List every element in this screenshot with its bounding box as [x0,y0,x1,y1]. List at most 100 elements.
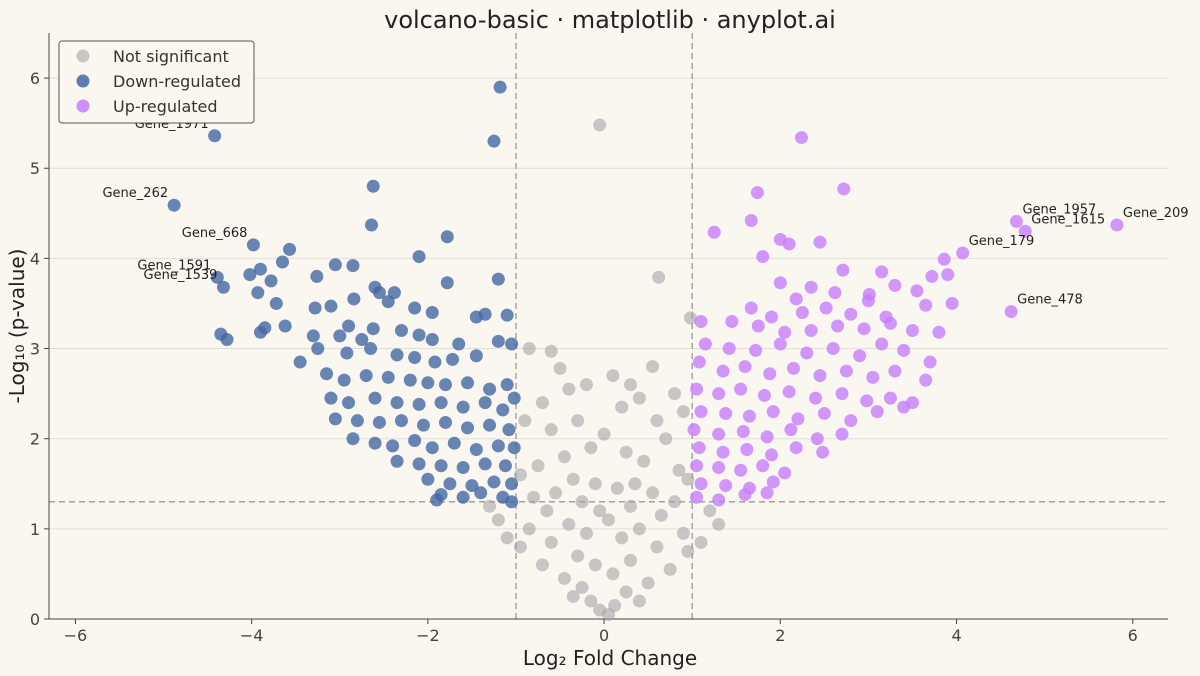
data-point [853,349,867,363]
data-point [861,294,875,308]
data-point [366,322,380,336]
data-point [925,269,939,283]
data-point [491,272,505,286]
data-point [722,342,736,356]
data-point [860,394,874,408]
data-point [602,607,615,621]
data-point [566,472,580,486]
data-point [593,504,607,518]
data-point [694,477,708,491]
data-point [597,427,611,441]
data-point [310,269,324,283]
data-point [368,391,382,405]
data-point [507,441,521,455]
data-point [500,531,514,545]
data-point [443,477,457,491]
x-tick-label: 0 [599,626,609,645]
data-point [690,490,704,504]
data-point [513,540,527,554]
gene-annotation: Gene_179 [969,234,1035,249]
data-point [381,295,395,309]
data-point [430,493,444,507]
data-point [813,369,827,383]
data-point [469,310,483,324]
data-point [773,337,787,351]
data-point [712,461,726,475]
data-point [694,314,708,328]
data-point [778,466,792,480]
data-point [408,433,422,447]
data-point [757,388,771,402]
data-point [683,311,697,325]
y-tick-label: 1 [30,520,40,539]
data-point [544,535,558,549]
data-point [283,242,297,256]
data-point [440,276,454,290]
data-point [535,558,549,572]
gene-annotation: Gene_262 [102,186,168,201]
data-point [804,324,818,338]
data-point [692,441,706,455]
data-point [681,544,695,558]
data-point [557,571,571,585]
data-point [750,186,764,200]
data-point [469,443,483,457]
gene-annotation: Gene_668 [182,226,248,241]
data-point [826,342,840,356]
data-point [888,364,902,378]
data-point [791,412,805,426]
data-point [765,310,779,324]
data-point [932,325,946,339]
data-point [676,526,690,540]
data-point [835,427,849,441]
gene-annotation: Gene_478 [1017,293,1083,308]
y-tick-label: 5 [30,159,40,178]
data-point [474,486,488,500]
data-point [465,479,479,493]
data-point [883,391,897,405]
data-point [544,423,558,437]
legend-label-down-regulated: Down-regulated [113,72,241,91]
data-point [408,351,422,365]
data-point [619,585,633,599]
data-point [941,268,955,282]
x-tick-label: 4 [951,626,961,645]
data-point [712,387,726,401]
data-point [910,284,924,298]
data-point [738,360,752,374]
data-point [346,259,360,273]
data-point [505,477,519,491]
data-point [390,454,404,468]
data-point [522,342,536,356]
data-point [789,292,803,306]
data-point [350,414,364,428]
data-point [624,378,638,392]
data-point [216,280,230,294]
data-point [694,535,708,549]
data-point [716,364,730,378]
data-point [945,296,959,310]
data-point [1018,224,1032,238]
data-point [320,367,334,381]
data-point [588,477,602,491]
data-point [505,495,519,509]
gene-annotation: Gene_1615 [1031,212,1105,227]
data-point [650,414,664,428]
data-point [456,490,470,504]
data-point [628,477,642,491]
data-point [725,314,739,328]
data-point [844,414,858,428]
data-point [1004,305,1018,319]
data-point [789,441,803,455]
gene-annotation: Gene_1957 [1022,202,1096,217]
data-point [760,486,774,500]
data-point [507,391,521,405]
data-point [456,400,470,414]
data-point [831,319,845,333]
data-point [328,412,342,426]
data-point [342,396,356,410]
data-point [390,348,404,362]
series-up-regulated [687,131,1124,507]
data-point [425,305,439,319]
data-point [544,344,558,358]
